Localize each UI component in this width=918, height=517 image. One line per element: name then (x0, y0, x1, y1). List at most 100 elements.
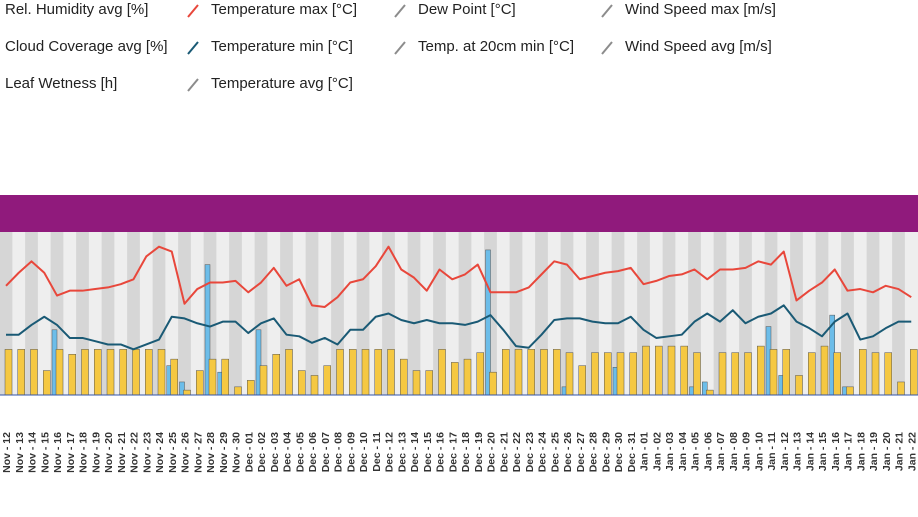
bar (425, 370, 433, 396)
x-tick-label: Jan - 14 (804, 432, 816, 471)
bar (718, 352, 727, 396)
bar (247, 380, 255, 396)
x-tick-label: Dec - 07 (320, 432, 332, 472)
x-tick-label: Jan - 12 (779, 432, 791, 471)
x-tick-label: Dec - 16 (435, 432, 447, 472)
bar (374, 349, 382, 396)
bar (680, 345, 688, 396)
x-tick-label: Nov - 19 (90, 432, 102, 473)
bar (94, 349, 102, 396)
x-tick-label: Nov - 24 (154, 432, 166, 473)
bar (642, 345, 650, 396)
bar (196, 370, 204, 396)
x-tick-label: Dec - 17 (447, 432, 459, 472)
bar (629, 352, 637, 396)
column-stripe (790, 232, 803, 395)
bar (502, 349, 510, 396)
x-tick-label: Dec - 18 (460, 432, 472, 472)
legend-icon (601, 41, 613, 55)
bar (514, 349, 523, 396)
x-tick-label: Nov - 12 (1, 432, 13, 473)
x-tick-label: Dec - 09 (345, 432, 357, 472)
legend-label: Wind Speed max [m/s] (625, 1, 776, 18)
x-tick-label: Nov - 30 (231, 432, 243, 473)
x-tick-label: Nov - 27 (192, 432, 204, 473)
x-tick-label: Dec - 25 (549, 432, 561, 472)
legend-label: Leaf Wetness [h] (5, 75, 117, 92)
bar (361, 349, 370, 396)
bar (336, 349, 344, 396)
x-tick-label: Nov - 16 (52, 432, 64, 473)
bar (412, 370, 421, 396)
bar (451, 362, 459, 396)
x-tick-label: Dec - 14 (409, 432, 421, 472)
x-tick-label: Nov - 28 (205, 432, 217, 473)
legend-icon (187, 78, 199, 92)
x-tick-label: Jan - 02 (651, 432, 663, 471)
bar (871, 352, 880, 396)
x-tick-label: Dec - 31 (626, 432, 638, 472)
bar (527, 349, 535, 396)
x-tick-label: Nov - 26 (180, 432, 192, 473)
x-tick-label: Dec - 13 (396, 432, 408, 472)
x-tick-label: Dec - 28 (588, 432, 600, 472)
x-tick-label: Dec - 27 (575, 432, 587, 472)
bar (820, 345, 829, 396)
x-tick-label: Dec - 04 (282, 432, 294, 472)
bar (400, 358, 408, 396)
bar (55, 349, 64, 396)
x-tick-label: Jan - 10 (753, 432, 765, 471)
column-stripe (229, 232, 242, 395)
bar (565, 352, 574, 396)
x-tick-label: Dec - 29 (600, 432, 612, 472)
bar (731, 352, 739, 396)
x-tick-label: Dec - 19 (473, 432, 485, 472)
legend-icon (601, 4, 613, 18)
x-tick-label: Jan - 15 (817, 432, 829, 471)
x-tick-label: Jan - 17 (843, 432, 855, 471)
bar (553, 349, 561, 396)
x-tick-label: Jan - 18 (855, 432, 867, 471)
bar (438, 349, 446, 396)
column-stripe (892, 232, 905, 395)
x-tick-label: Dec - 06 (307, 432, 319, 472)
x-tick-label: Jan - 13 (792, 432, 804, 471)
bar (183, 389, 191, 396)
bar (285, 349, 293, 396)
bar (81, 349, 89, 396)
bar (616, 352, 625, 396)
x-tick-label: Jan - 21 (894, 432, 906, 471)
bar (540, 349, 548, 396)
legend-label: Rel. Humidity avg [%] (5, 1, 148, 18)
x-tick-label: Nov - 29 (218, 432, 230, 473)
legend-icon (187, 41, 199, 55)
x-tick-label: Jan - 22 (906, 432, 918, 471)
x-tick-label: Nov - 18 (78, 432, 90, 473)
x-tick-label: Nov - 15 (39, 432, 51, 473)
x-tick-label: Jan - 19 (868, 432, 880, 471)
bar (808, 352, 816, 396)
x-tick-label: Jan - 05 (690, 432, 702, 471)
bar (833, 352, 841, 396)
bar (17, 349, 25, 396)
bar (208, 358, 217, 396)
bar (43, 370, 51, 396)
x-tick-label: Dec - 22 (511, 432, 523, 472)
x-tick-label: Dec - 15 (422, 432, 434, 472)
x-tick-label: Dec - 21 (498, 432, 510, 472)
bar (604, 352, 612, 396)
x-tick-label: Jan - 20 (881, 432, 893, 471)
x-tick-label: Dec - 01 (243, 432, 255, 472)
bar (769, 349, 778, 396)
bar (323, 365, 331, 396)
bar (846, 386, 854, 396)
x-tick-label: Dec - 30 (613, 432, 625, 472)
x-tick-label: Jan - 06 (702, 432, 714, 471)
x-tick-label: Nov - 21 (116, 432, 128, 473)
x-tick-label: Dec - 10 (358, 432, 370, 472)
bar (591, 352, 599, 396)
bar (897, 381, 905, 396)
x-tick-label: Jan - 03 (664, 432, 676, 471)
x-tick-label: Nov - 20 (103, 432, 115, 473)
